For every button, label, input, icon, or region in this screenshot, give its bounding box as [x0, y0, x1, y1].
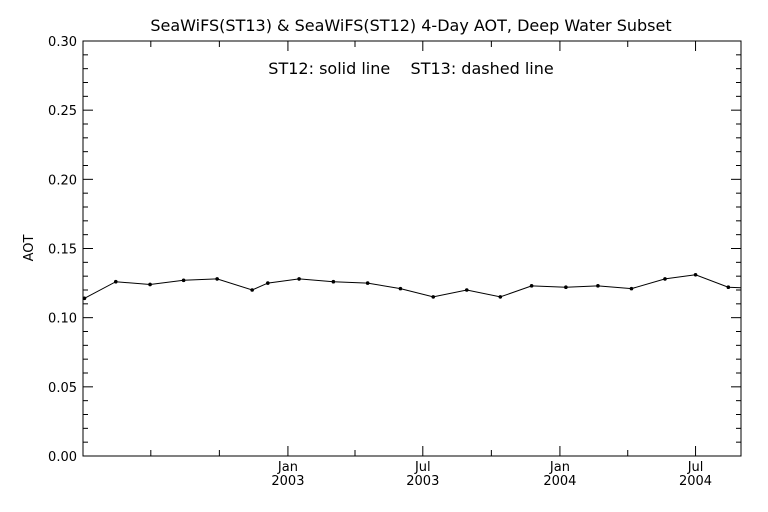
data-point: [529, 284, 534, 288]
x-tick-label: Jan: [549, 460, 570, 475]
data-point: [498, 295, 503, 299]
series-line-st12: [84, 274, 741, 299]
y-tick-label: 0.30: [48, 35, 77, 50]
data-point: [564, 285, 568, 290]
y-axis-label: AOT: [22, 235, 37, 262]
x-tick-label: Jan: [277, 460, 298, 475]
x-tick-year-label: 2004: [679, 474, 712, 489]
chart-title: SeaWiFS(ST13) & SeaWiFS(ST12) 4-Day AOT,…: [150, 16, 671, 35]
data-point: [148, 282, 152, 287]
data-point: [215, 277, 219, 281]
data-point: [113, 279, 118, 284]
y-tick-label: 0.25: [48, 104, 77, 119]
axes-layer: 0.000.050.100.150.200.250.30Jan2003Jul20…: [48, 35, 741, 489]
y-tick-label: 0.00: [48, 450, 77, 465]
y-tick-label: 0.20: [48, 173, 77, 188]
x-tick-label: Jul: [414, 460, 431, 475]
x-tick-year-label: 2004: [543, 474, 576, 489]
data-point: [759, 287, 763, 291]
data-point: [726, 285, 731, 290]
data-point: [596, 284, 600, 288]
data-point: [250, 288, 254, 292]
data-point: [398, 286, 403, 291]
data-point: [663, 277, 667, 281]
y-tick-label: 0.05: [48, 381, 77, 396]
data-point: [693, 272, 698, 277]
data-point: [331, 279, 336, 284]
data-point: [431, 295, 436, 299]
data-point: [365, 281, 370, 285]
y-tick-label: 0.15: [48, 243, 77, 258]
plot-area-frame: [82, 40, 742, 457]
data-point: [297, 277, 301, 281]
series-layer: [83, 272, 763, 301]
x-tick-year-label: 2003: [406, 474, 439, 489]
y-tick-label: 0.10: [48, 312, 77, 327]
data-point: [181, 278, 186, 283]
data-point: [83, 296, 87, 301]
legend-annotation: ST12: solid line ST13: dashed line: [268, 59, 553, 78]
data-point: [629, 286, 634, 291]
data-point: [266, 281, 270, 285]
x-tick-year-label: 2003: [271, 474, 304, 489]
series-clip-group: [83, 272, 763, 301]
data-point: [464, 288, 469, 292]
x-tick-label: Jul: [687, 460, 704, 475]
